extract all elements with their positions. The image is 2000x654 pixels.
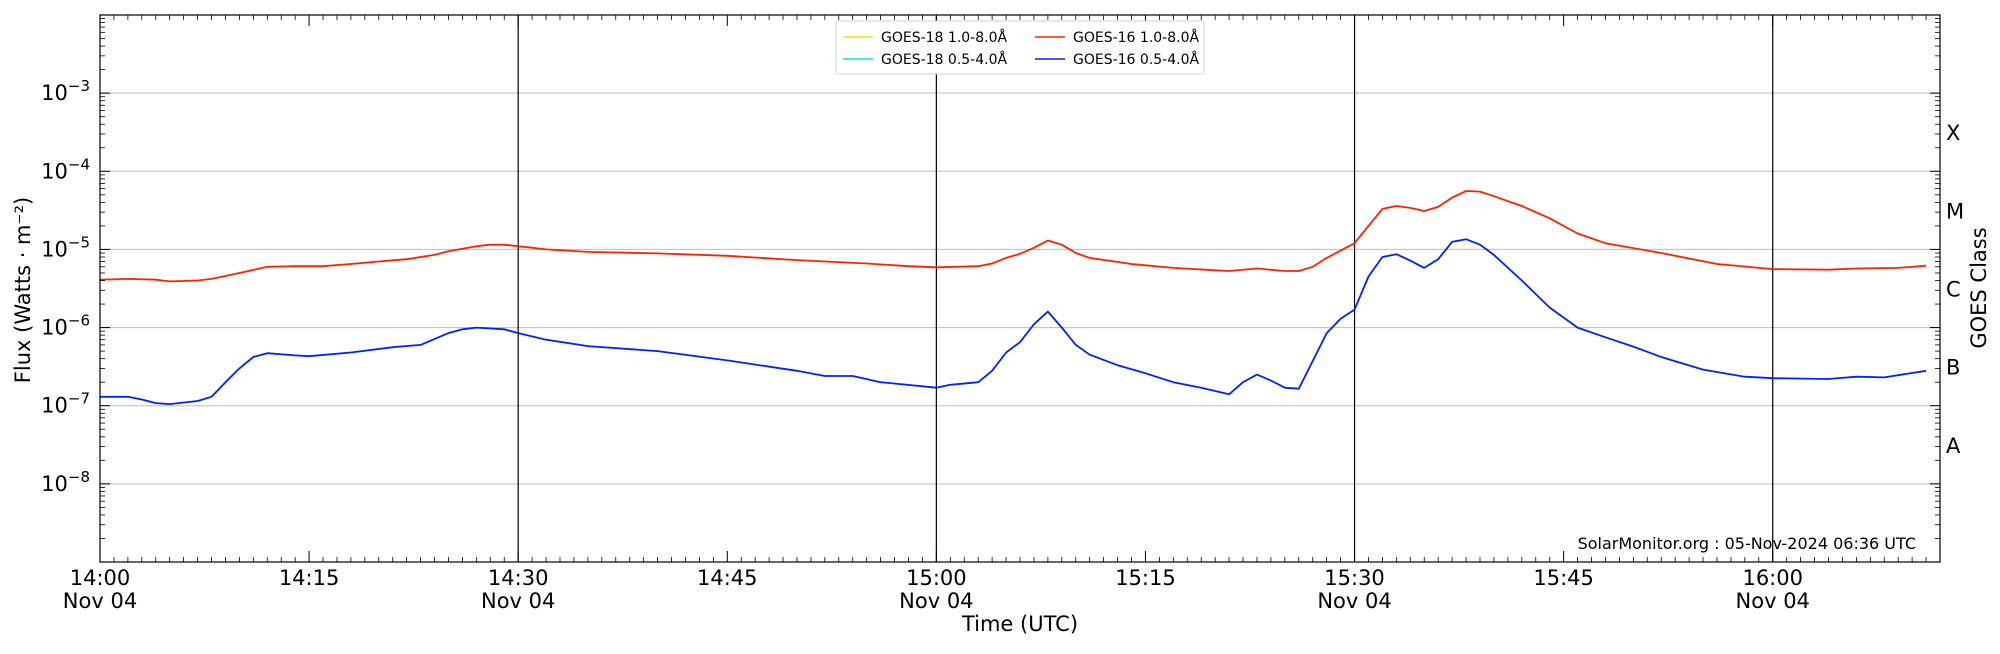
x-tick-date-label: Nov 04 [899,589,973,613]
x-tick-date-label: Nov 04 [63,589,137,613]
goes-class-label: B [1946,356,1960,380]
x-tick-label: 15:00 [906,566,967,590]
legend-frame [835,20,1205,75]
x-tick-label: 16:00 [1742,566,1803,590]
y-tick-label: 10−4 [41,155,90,183]
x-tick-label: 14:15 [279,566,340,590]
x-axis-label: Time (UTC) [961,612,1078,636]
legend-label: GOES-18 1.0-8.0Å [881,29,1007,46]
vertical-time-markers [517,15,1774,562]
y-tick-label: 10−6 [41,312,90,340]
goes-class-label: M [1946,199,1964,223]
goes-class-label: A [1946,434,1961,458]
x-tick-date-label: Nov 04 [1317,589,1391,613]
y2-axis-label: GOES Class [1967,227,1991,348]
y-tick-label: 10−3 [41,77,90,105]
legend-label: GOES-18 0.5-4.0Å [881,51,1007,68]
y-axis-label: Flux (Watts · m⁻²) [11,197,35,383]
x-tick-label: 14:45 [697,566,758,590]
goes-class-labels: A B C M X [1946,121,1964,458]
legend: GOES-18 1.0-8.0Å GOES-18 0.5-4.0Å GOES-16 … [835,20,1205,75]
y-tick-label: 10−8 [41,468,90,496]
y-ticks: 10−8 10−7 10−6 10−5 10−4 10−3 [41,18,1940,539]
y-tick-label: 10−7 [41,390,90,418]
plot-series [99,190,1927,405]
series-line [100,238,1927,405]
credit-text: SolarMonitor.org : 05-Nov-2024 06:36 UTC [1578,534,1916,553]
x-tick-date-label: Nov 04 [1736,589,1810,613]
goes-class-label: C [1946,278,1961,302]
legend-label: GOES-16 0.5-4.0Å [1073,51,1199,68]
x-tick-label: 14:30 [488,566,549,590]
x-tick-label: 14:00 [70,566,131,590]
x-tick-label: 15:30 [1324,566,1385,590]
y-grid [100,92,1940,485]
x-tick-label: 15:15 [1115,566,1176,590]
x-tick-date-label: Nov 04 [481,589,555,613]
plot-area-frame [99,14,1941,563]
x-tick-label: 15:45 [1533,566,1594,590]
legend-label: GOES-16 1.0-8.0Å [1073,29,1199,46]
y-tick-label: 10−5 [41,233,90,261]
series-line [99,190,1927,283]
goes-class-label: X [1946,121,1960,145]
